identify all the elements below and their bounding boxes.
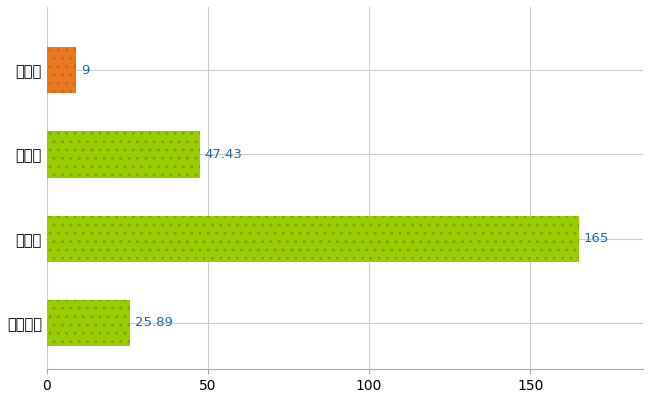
Bar [47,216,578,262]
Bar [47,216,578,262]
Text: 25.89: 25.89 [135,316,173,330]
Text: 165: 165 [584,232,609,245]
Bar [47,47,76,93]
Bar [47,131,200,178]
Bar [47,131,200,178]
Bar [47,300,130,346]
Bar [47,300,130,346]
Text: 47.43: 47.43 [205,148,242,161]
Text: 9: 9 [81,64,89,77]
Bar [47,47,76,93]
